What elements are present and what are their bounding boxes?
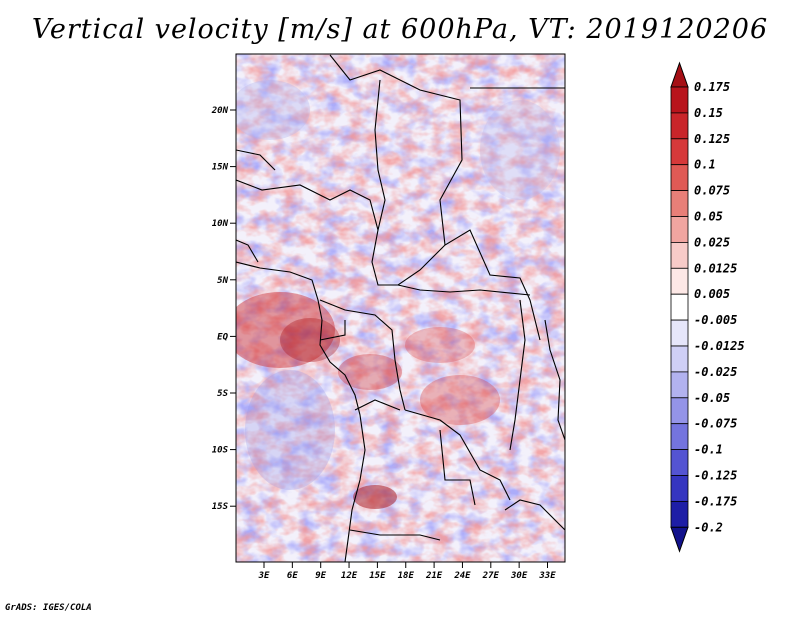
colorbar-label: -0.0125: [694, 339, 745, 353]
lon-tick-label: 6E: [287, 571, 298, 581]
lon-tick-label: 12E: [341, 571, 358, 581]
colorbar-segment: [670, 293, 689, 321]
colorbar-label: 0.1: [694, 158, 716, 172]
colorbar-segment: [670, 449, 689, 476]
colorbar-label: -0.175: [694, 494, 737, 508]
colorbar-label: -0.025: [694, 365, 737, 379]
colorbar-segment: [670, 345, 689, 373]
colorbar-segment: [670, 397, 689, 425]
lat-tick-label: 20N: [211, 106, 229, 116]
grads-credit: GrADS: IGES/COLA: [5, 603, 92, 613]
colorbar-label: 0.075: [694, 184, 730, 198]
colorbar: 0.175 0.15 0.125 0.1 0.075 0.05 0.025 0.0125 0.0…: [670, 61, 745, 553]
colorbar-label: 0.05: [694, 210, 723, 224]
colorbar-bottom-triangle: [670, 526, 689, 553]
colorbar-label: 0.15: [694, 106, 723, 120]
colorbar-label: 0.0125: [694, 261, 737, 275]
country-borders: [236, 54, 565, 562]
colorbar-label: -0.075: [694, 417, 737, 431]
lon-tick-label: 9E: [315, 571, 326, 581]
lat-tick-label: 15N: [212, 163, 229, 173]
colorbar-label: 0.005: [694, 287, 730, 301]
lon-tick-label: 15E: [369, 571, 386, 581]
colorbar-label: -0.005: [694, 313, 737, 327]
colorbar-segment: [670, 112, 689, 140]
longitude-axis: 3E 6E 9E 12E 15E 18E 21E 24E 27E 30E 33E: [258, 562, 556, 581]
colorbar-segment: [670, 500, 689, 528]
lon-tick-label: 33E: [538, 571, 556, 581]
colorbar-segment: [670, 138, 689, 166]
colorbar-segment: [670, 423, 689, 451]
colorbar-segment: [670, 475, 689, 502]
colorbar-segment: [670, 267, 689, 295]
colorbar-segment: [670, 241, 689, 269]
lon-tick-label: 27E: [482, 571, 500, 581]
latitude-axis: 20N 15N 10N 5N EQ 5S 10S 15S: [211, 106, 236, 512]
colorbar-label: -0.2: [694, 520, 723, 534]
colorbar-segment: [670, 164, 689, 191]
lon-tick-label: 30E: [510, 571, 528, 581]
lat-tick-label: 10S: [212, 446, 229, 456]
vertical-velocity-field: [236, 54, 565, 562]
colorbar-label: -0.1: [694, 443, 723, 457]
colorbar-label: 0.175: [694, 80, 730, 94]
lat-tick-label: 5N: [217, 276, 228, 286]
map-title: Vertical velocity [m/s] at 600hPa, VT: 2…: [31, 14, 769, 45]
lon-tick-label: 18E: [398, 571, 415, 581]
colorbar-label: 0.125: [694, 132, 730, 146]
colorbar-segment: [670, 319, 689, 347]
lat-tick-label: 10N: [212, 219, 229, 229]
colorbar-segment: [670, 86, 689, 114]
lon-tick-label: 21E: [425, 571, 443, 581]
lon-tick-label: 24E: [453, 571, 471, 581]
colorbar-label: 0.025: [694, 235, 730, 249]
map-frame: [235, 53, 566, 563]
colorbar-segment: [670, 216, 689, 243]
colorbar-segment: [670, 371, 689, 399]
lon-tick-label: 3E: [258, 571, 270, 581]
lat-tick-label: 15S: [212, 502, 229, 512]
lat-tick-label: EQ: [217, 332, 228, 342]
colorbar-label: -0.125: [694, 469, 737, 483]
lat-tick-label: 5S: [217, 389, 228, 399]
colorbar-label: -0.05: [694, 391, 730, 405]
colorbar-segment: [670, 190, 689, 217]
colorbar-top-triangle: [670, 61, 689, 88]
